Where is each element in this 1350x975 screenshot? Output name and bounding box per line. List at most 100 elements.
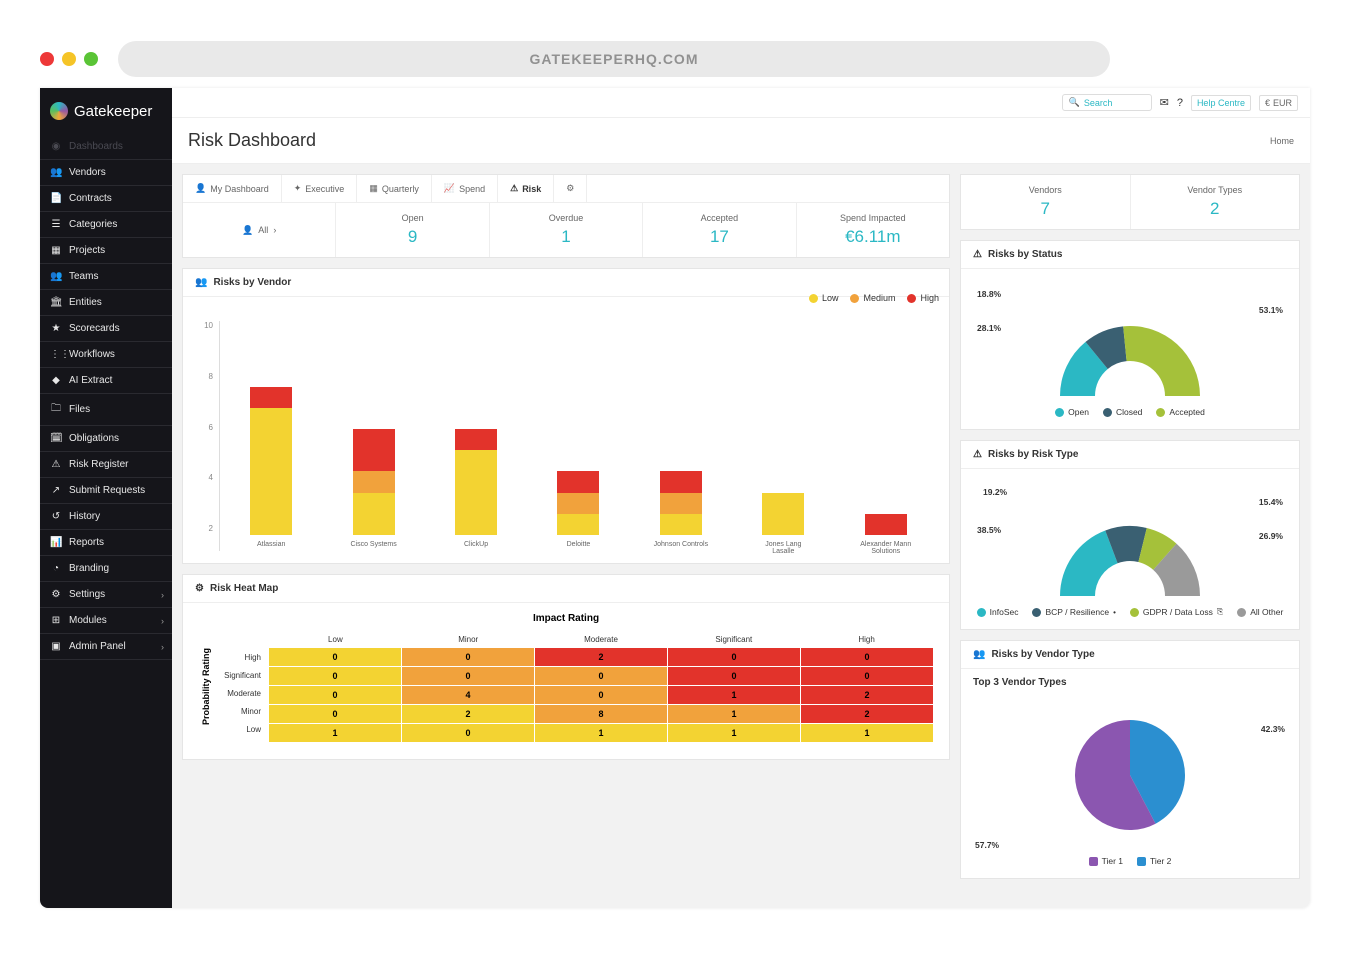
breadcrumb[interactable]: Home [1270, 136, 1294, 146]
tab-quarterly[interactable]: ▦Quarterly [357, 175, 432, 202]
maximize-window-dot[interactable] [84, 52, 98, 66]
dashboard-tabs-card: 👤My Dashboard✦Executive▦Quarterly📈Spend⚠… [182, 174, 950, 258]
heat-cell[interactable]: 0 [668, 648, 800, 666]
heatmap-col-headers: LowMinorModerateSignificantHigh [269, 630, 933, 648]
tab-executive[interactable]: ✦Executive [282, 175, 358, 202]
heatmap-row-headers: HighSignificantModerateMinorLow [213, 630, 269, 743]
tab-my-dashboard[interactable]: 👤My Dashboard [183, 175, 282, 202]
type-donut-chart: 19.2%38.5%15.4%26.9% [973, 481, 1287, 601]
bar-jones-lang-lasalle[interactable]: Jones Lang Lasalle [753, 493, 813, 551]
heat-cell[interactable]: 8 [535, 705, 667, 723]
nav-item-admin-panel[interactable]: ▣Admin Panel› [40, 634, 172, 660]
heat-cell[interactable]: 0 [269, 686, 401, 704]
nav-item-teams[interactable]: 👥Teams [40, 264, 172, 290]
status-donut-chart: 18.8%28.1%53.1% [973, 281, 1287, 401]
nav-item-workflows[interactable]: ⋮⋮Workflows [40, 342, 172, 368]
heat-cell[interactable]: 2 [535, 648, 667, 666]
heat-cell[interactable]: 0 [402, 667, 534, 685]
stat-vendors[interactable]: Vendors7 [961, 175, 1131, 229]
nav-item-contracts[interactable]: 📄Contracts [40, 186, 172, 212]
users-icon: 👥 [973, 649, 985, 660]
tab-icon: ▦ [369, 183, 378, 194]
nav-icon: ⚙ [50, 589, 62, 600]
warning-icon: ⚠ [973, 449, 982, 460]
card-title: Risks by Vendor [213, 277, 291, 288]
bar-deloitte[interactable]: Deloitte [548, 471, 608, 551]
nav-icon: ↺ [50, 511, 62, 522]
heat-cell[interactable]: 0 [269, 705, 401, 723]
nav-item-obligations[interactable]: 🗓Obligations [40, 426, 172, 452]
nav-item-history[interactable]: ↺History [40, 504, 172, 530]
nav-item-modules[interactable]: ⊞Modules› [40, 608, 172, 634]
heat-cell[interactable]: 0 [801, 648, 933, 666]
nav-icon: 👥 [50, 167, 62, 178]
mail-icon[interactable]: ✉ [1160, 96, 1169, 109]
bar-johnson-controls[interactable]: Johnson Controls [651, 471, 711, 551]
nav-icon: 🗓 [50, 433, 62, 444]
heat-cell[interactable]: 0 [402, 648, 534, 666]
heat-cell[interactable]: 1 [535, 724, 667, 742]
nav-item-dashboards[interactable]: ◉Dashboards [40, 134, 172, 160]
url-bar[interactable]: GATEKEEPERHQ.COM [118, 41, 1110, 77]
nav-item-files[interactable]: 🗀Files [40, 394, 172, 426]
filter-all[interactable]: 👤 All › [183, 203, 336, 257]
bar-clickup[interactable]: ClickUp [446, 429, 506, 551]
heat-cell[interactable]: 2 [402, 705, 534, 723]
heat-cell[interactable]: 0 [269, 648, 401, 666]
chevron-right-icon: › [273, 225, 276, 235]
stat-vendor-types[interactable]: Vendor Types2 [1131, 175, 1300, 229]
heat-cell[interactable]: 4 [402, 686, 534, 704]
logo-icon [50, 102, 68, 120]
heat-cell[interactable]: 1 [801, 724, 933, 742]
minimize-window-dot[interactable] [62, 52, 76, 66]
bar-alexander-mann-solutions[interactable]: Alexander Mann Solutions [856, 514, 916, 551]
stats-row-right: Vendors7Vendor Types2 [960, 174, 1300, 230]
stat-spend-impacted[interactable]: Spend Impacted€6.11m [797, 203, 949, 257]
nav-icon: ◉ [50, 141, 62, 152]
heat-cell[interactable]: 0 [269, 667, 401, 685]
heat-cell[interactable]: 1 [668, 705, 800, 723]
traffic-lights [40, 52, 98, 66]
stat-overdue[interactable]: Overdue1 [490, 203, 643, 257]
nav-item-settings[interactable]: ⚙Settings› [40, 582, 172, 608]
card-title: Risk Heat Map [210, 583, 278, 594]
search-input[interactable]: 🔍 Search [1062, 94, 1152, 111]
nav-item-vendors[interactable]: 👥Vendors [40, 160, 172, 186]
bar-atlassian[interactable]: Atlassian [241, 387, 301, 551]
heat-cell[interactable]: 0 [801, 667, 933, 685]
risks-by-vendor-card: 👥 Risks by Vendor LowMediumHigh 108642 A… [182, 268, 950, 564]
heat-cell[interactable]: 2 [801, 705, 933, 723]
heat-cell[interactable]: 1 [668, 724, 800, 742]
nav-item-entities[interactable]: 🏛Entities [40, 290, 172, 316]
heat-cell[interactable]: 1 [269, 724, 401, 742]
nav-item-submit-requests[interactable]: ↗Submit Requests [40, 478, 172, 504]
stat-accepted[interactable]: Accepted17 [643, 203, 796, 257]
nav-item-categories[interactable]: ☰Categories [40, 212, 172, 238]
tab-settings[interactable]: ⚙ [554, 175, 587, 202]
nav-item-risk-register[interactable]: ⚠Risk Register [40, 452, 172, 478]
currency-selector[interactable]: € EUR [1259, 95, 1298, 111]
heat-cell[interactable]: 2 [801, 686, 933, 704]
tab-icon: ⚠ [510, 183, 518, 194]
heat-cell[interactable]: 0 [535, 686, 667, 704]
nav-icon: 📊 [50, 537, 62, 548]
bar-cisco-systems[interactable]: Cisco Systems [344, 429, 404, 551]
stat-open[interactable]: Open9 [336, 203, 489, 257]
heat-cell[interactable]: 0 [668, 667, 800, 685]
nav-item-reports[interactable]: 📊Reports [40, 530, 172, 556]
tab-risk[interactable]: ⚠Risk [498, 175, 554, 202]
nav-item-scorecards[interactable]: ★Scorecards [40, 316, 172, 342]
nav-icon: ▦ [50, 245, 62, 256]
heat-cell[interactable]: 1 [668, 686, 800, 704]
close-window-dot[interactable] [40, 52, 54, 66]
brand-logo[interactable]: Gatekeeper [40, 88, 172, 134]
status-legend: OpenClosedAccepted [973, 407, 1287, 417]
tab-spend[interactable]: 📈Spend [432, 175, 498, 202]
warning-icon: ⚠ [973, 249, 982, 260]
heat-cell[interactable]: 0 [535, 667, 667, 685]
heat-cell[interactable]: 0 [402, 724, 534, 742]
nav-item-ai-extract[interactable]: ◆AI Extract [40, 368, 172, 394]
help-centre-link[interactable]: Help Centre [1191, 95, 1251, 111]
nav-item-branding[interactable]: ◔Branding [40, 556, 172, 582]
nav-item-projects[interactable]: ▦Projects [40, 238, 172, 264]
